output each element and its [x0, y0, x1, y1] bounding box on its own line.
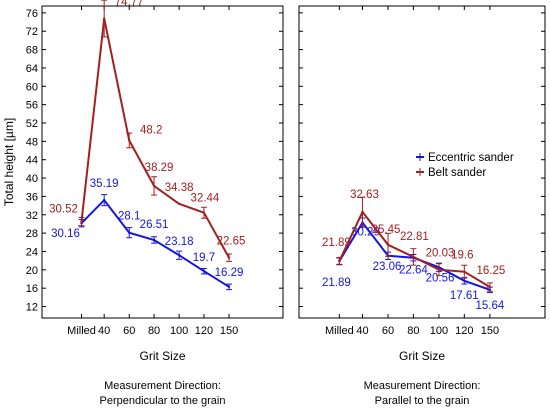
- data-label: 20.56: [426, 272, 455, 284]
- x-tick-label: 100: [430, 325, 448, 337]
- data-label: 16.29: [215, 267, 244, 279]
- legend-label: Eccentric sander: [428, 152, 514, 164]
- y-tick-label: 64: [26, 63, 38, 75]
- data-label: 30.52: [49, 204, 78, 216]
- data-label: 32.63: [350, 189, 379, 201]
- x-tick-label: 120: [195, 325, 213, 337]
- data-label: 22.64: [399, 265, 428, 277]
- x-tick-label: 40: [356, 325, 368, 337]
- data-point: [177, 254, 181, 257]
- data-label: 38.29: [145, 162, 174, 174]
- data-label: 17.61: [450, 290, 479, 302]
- data-point: [338, 259, 341, 263]
- data-label: 23.06: [373, 261, 402, 273]
- data-point: [227, 256, 231, 259]
- data-label: 23.18: [165, 236, 194, 248]
- data-point: [152, 238, 156, 242]
- data-point: [102, 17, 106, 20]
- data-label: 19.7: [193, 252, 215, 264]
- x-tick-label: 80: [407, 325, 419, 337]
- x-tick-label: 40: [98, 325, 110, 337]
- x-tick-label: 120: [455, 325, 473, 337]
- data-label: 48.2: [140, 124, 162, 136]
- panel-frame: [298, 5, 546, 319]
- data-label: 74.77: [115, 0, 144, 9]
- y-tick-label: 68: [26, 45, 38, 57]
- data-label: 19.6: [451, 250, 473, 262]
- x-tick-label: 80: [148, 325, 160, 337]
- panel-caption-line2: Parallel to the grain: [375, 395, 470, 407]
- data-point: [102, 198, 106, 202]
- y-tick-label: 24: [26, 246, 38, 258]
- x-tick-label: Milled: [67, 325, 96, 337]
- data-label: 21.89: [322, 237, 351, 249]
- x-tick-label: 60: [382, 325, 394, 337]
- data-label: 28.1: [118, 211, 140, 223]
- data-label: 20.03: [426, 248, 455, 260]
- y-tick-label: 52: [26, 118, 38, 130]
- y-axis-title: Total height [µm]: [2, 118, 16, 206]
- data-point: [412, 255, 415, 259]
- data-point: [202, 211, 206, 214]
- data-label: 35.19: [90, 178, 119, 190]
- data-point: [152, 184, 156, 188]
- x-tick-label: 60: [123, 325, 135, 337]
- y-tick-label: 40: [26, 173, 38, 185]
- data-label: 21.89: [322, 277, 351, 289]
- x-tick-label: Milled: [325, 325, 354, 337]
- panel-caption-line2: Perpendicular to the grain: [100, 395, 226, 407]
- data-label: 25.45: [372, 224, 401, 236]
- data-label: 30.29: [351, 227, 380, 239]
- data-label: 16.25: [477, 265, 506, 277]
- data-label: 22.81: [400, 231, 429, 243]
- data-point: [128, 139, 131, 142]
- data-label: 15.64: [476, 300, 505, 312]
- y-tick-label: 16: [26, 283, 38, 295]
- data-label: 32.44: [191, 193, 220, 205]
- y-tick-label: 56: [26, 100, 38, 112]
- data-point: [437, 268, 441, 271]
- data-point: [202, 270, 206, 273]
- legend-label: Belt sander: [428, 167, 486, 179]
- x-axis-title: Grit Size: [139, 349, 185, 363]
- data-point: [386, 243, 390, 247]
- x-tick-label: 150: [481, 325, 499, 337]
- panel-caption-line1: Measurement Direction:: [104, 380, 221, 392]
- x-axis-title: Grit Size: [399, 349, 445, 363]
- data-label: 30.16: [51, 228, 80, 240]
- y-tick-label: 72: [26, 26, 38, 38]
- data-point: [80, 220, 83, 223]
- panel-caption-line1: Measurement Direction:: [364, 380, 481, 392]
- y-tick-label: 44: [26, 155, 38, 167]
- data-point: [128, 231, 131, 234]
- y-tick-label: 48: [26, 136, 38, 148]
- x-tick-label: 150: [220, 325, 238, 337]
- x-tick-label: 100: [170, 325, 188, 337]
- data-label: 34.38: [165, 182, 194, 194]
- y-tick-label: 32: [26, 210, 38, 222]
- data-point: [463, 270, 466, 273]
- data-label: 22.65: [217, 236, 246, 248]
- data-point: [177, 202, 181, 206]
- y-tick-label: 60: [26, 81, 38, 93]
- y-tick-label: 76: [26, 8, 38, 20]
- data-point: [227, 285, 231, 289]
- y-tick-label: 20: [26, 265, 38, 277]
- y-tick-label: 28: [26, 228, 38, 240]
- data-point: [463, 279, 466, 282]
- y-tick-label: 36: [26, 191, 38, 203]
- data-label: 26.51: [140, 219, 169, 231]
- data-point: [488, 285, 492, 289]
- data-point: [361, 210, 364, 214]
- y-tick-label: 12: [26, 302, 38, 314]
- panel-frame: [41, 5, 284, 319]
